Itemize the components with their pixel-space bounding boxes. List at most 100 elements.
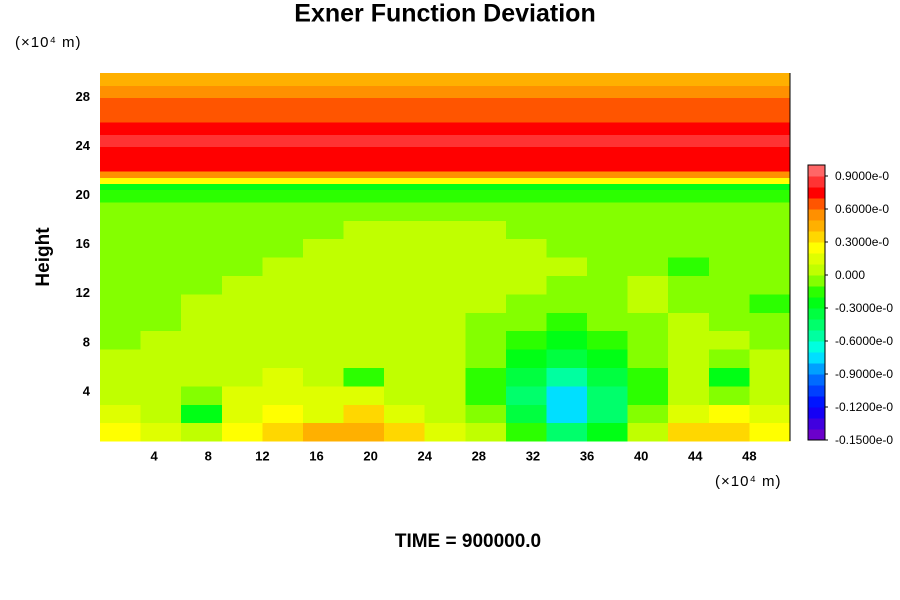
contour-cell bbox=[181, 422, 223, 442]
contour-cell bbox=[302, 330, 345, 350]
contour-cell bbox=[384, 404, 426, 424]
contour-cell bbox=[343, 367, 385, 387]
contour-cell bbox=[708, 293, 751, 313]
contour-cell bbox=[708, 238, 751, 258]
contour-cell bbox=[749, 171, 791, 178]
contour-cell bbox=[708, 134, 751, 148]
contour-cell bbox=[668, 312, 710, 332]
contour-cell bbox=[181, 367, 223, 387]
contour-cell bbox=[221, 109, 263, 123]
contour-cell bbox=[302, 220, 345, 240]
contour-cell bbox=[505, 171, 548, 178]
contour-cell bbox=[546, 189, 588, 203]
contour-cell bbox=[181, 134, 223, 148]
contour-cell bbox=[262, 73, 304, 86]
contour-cell bbox=[262, 85, 304, 99]
contour-cell bbox=[343, 349, 385, 368]
contour-cell bbox=[181, 97, 223, 111]
contour-cell bbox=[100, 275, 142, 295]
contour-cell bbox=[181, 293, 223, 313]
contour-cell bbox=[140, 109, 182, 123]
contour-cell bbox=[465, 158, 507, 172]
contour-cell bbox=[100, 171, 142, 178]
contour-cell bbox=[546, 293, 588, 313]
contour-cell bbox=[424, 183, 466, 191]
contour-cell bbox=[262, 109, 304, 123]
contour-cell bbox=[587, 422, 629, 442]
contour-cell bbox=[708, 220, 751, 240]
contour-cell bbox=[627, 134, 669, 148]
contour-cell bbox=[140, 201, 182, 221]
contour-cell bbox=[708, 385, 751, 405]
contour-cell bbox=[546, 312, 588, 332]
contour-cell bbox=[384, 385, 426, 405]
contour-cell bbox=[505, 312, 548, 332]
contour-cell bbox=[140, 73, 182, 86]
contour-cell bbox=[465, 171, 507, 178]
contour-cell bbox=[749, 293, 791, 313]
contour-cell bbox=[708, 367, 751, 387]
contour-cell bbox=[100, 220, 142, 240]
contour-cell bbox=[668, 97, 710, 111]
contour-cell bbox=[505, 183, 548, 191]
contour-cell bbox=[424, 330, 466, 350]
contour-cell bbox=[384, 312, 426, 332]
contour-cell bbox=[262, 238, 304, 258]
contour-cell bbox=[140, 177, 182, 184]
contour-cell bbox=[668, 220, 710, 240]
contour-cell bbox=[749, 238, 791, 258]
contour-cell bbox=[100, 257, 142, 276]
contour-cell bbox=[302, 367, 345, 387]
colorbar-band bbox=[808, 352, 825, 364]
contour-cell bbox=[627, 349, 669, 368]
contour-cell bbox=[424, 404, 466, 424]
contour-cell bbox=[465, 238, 507, 258]
contour-cell bbox=[100, 134, 142, 148]
contour-cell bbox=[708, 122, 751, 135]
contour-cell bbox=[181, 201, 223, 221]
contour-cell bbox=[181, 85, 223, 99]
contour-cell bbox=[181, 189, 223, 203]
contour-cell bbox=[749, 404, 791, 424]
contour-cell bbox=[546, 146, 588, 160]
x-tick-label: 4 bbox=[151, 448, 159, 463]
contour-cell bbox=[262, 422, 304, 442]
contour-cell bbox=[587, 349, 629, 368]
contour-cell bbox=[627, 73, 669, 86]
contour-cell bbox=[221, 257, 263, 276]
contour-cell bbox=[546, 158, 588, 172]
contour-cell bbox=[668, 367, 710, 387]
contour-cell bbox=[343, 257, 385, 276]
contour-cell bbox=[749, 109, 791, 123]
contour-cell bbox=[668, 183, 710, 191]
contour-cell bbox=[343, 134, 385, 148]
contour-cell bbox=[465, 312, 507, 332]
contour-cell bbox=[140, 189, 182, 203]
contour-cell bbox=[546, 257, 588, 276]
contour-cell bbox=[627, 275, 669, 295]
contour-cell bbox=[668, 146, 710, 160]
contour-cell bbox=[302, 385, 345, 405]
contour-cell bbox=[587, 189, 629, 203]
contour-cell bbox=[546, 201, 588, 221]
contour-cell bbox=[384, 158, 426, 172]
colorbar-frame bbox=[807, 164, 826, 441]
contour-cell bbox=[140, 158, 182, 172]
contour-cell bbox=[505, 109, 548, 123]
contour-cell bbox=[140, 312, 182, 332]
contour-cell bbox=[465, 275, 507, 295]
contour-cell bbox=[221, 189, 263, 203]
y-tick-label: 16 bbox=[76, 236, 90, 251]
contour-cell bbox=[262, 177, 304, 184]
contour-cell bbox=[749, 257, 791, 276]
contour-cell bbox=[505, 404, 548, 424]
contour-cell bbox=[302, 171, 345, 178]
contour-cell bbox=[221, 385, 263, 405]
contour-cell bbox=[668, 257, 710, 276]
contour-cell bbox=[221, 275, 263, 295]
colorbar-band bbox=[808, 242, 825, 254]
contour-cell bbox=[424, 293, 466, 313]
contour-cell bbox=[140, 85, 182, 99]
